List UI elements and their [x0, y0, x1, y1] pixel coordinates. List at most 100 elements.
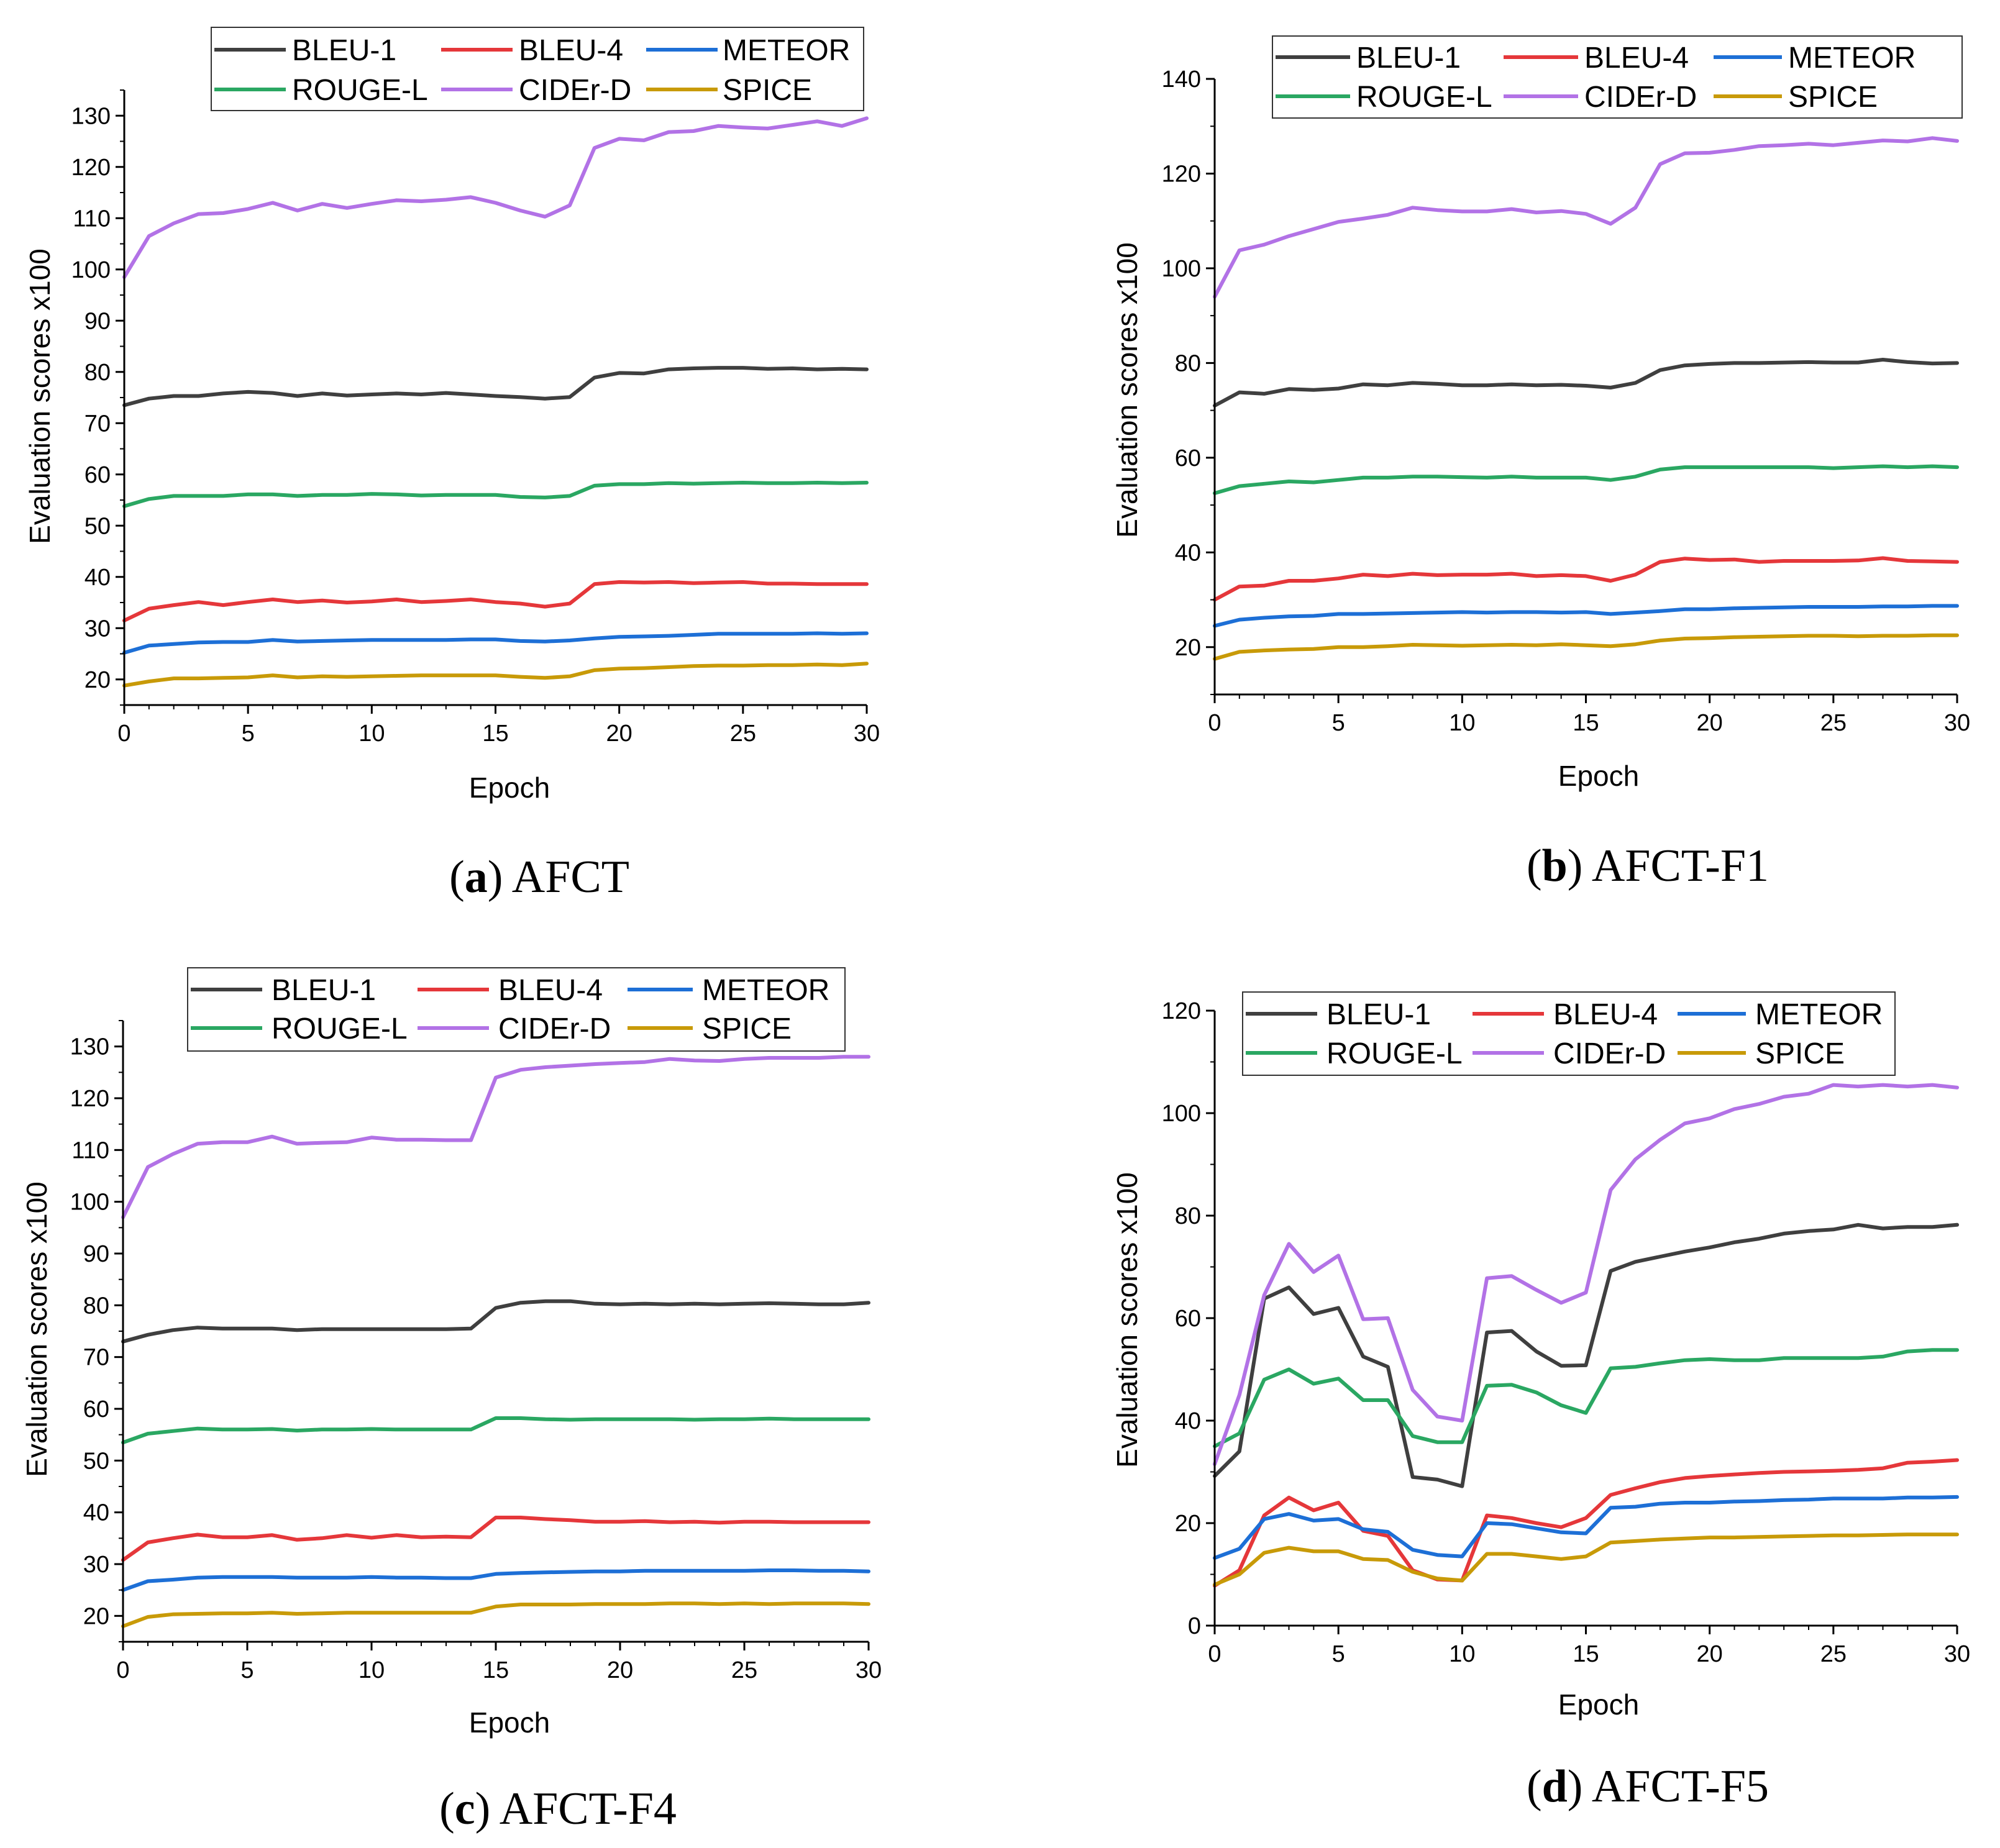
- panel-a-series-meteor: [122, 631, 869, 655]
- panel-b-x-tick-label-25: 25: [1820, 710, 1847, 736]
- panel-c-xlabel: Epoch: [469, 1706, 550, 1739]
- panel-d-ylabel: Evaluation scores x100: [1111, 1172, 1143, 1468]
- panel-c-y-tick-label-110: 110: [71, 1137, 109, 1163]
- panel-d-x-tick-label-15: 15: [1573, 1641, 1599, 1667]
- panel-d-xlabel: Epoch: [1558, 1688, 1639, 1721]
- panel-c-x-tick-label-0: 0: [116, 1657, 129, 1683]
- panel-a-caption-letter: a: [465, 852, 488, 903]
- panel-c-y-tick-label-60: 60: [83, 1396, 109, 1422]
- panel-d-series-rouge-l: [1213, 1348, 1959, 1449]
- panel-d-y-tick-label-100: 100: [1162, 1101, 1201, 1127]
- panel-b-x-tick-label-20: 20: [1697, 710, 1723, 736]
- panel-c-x-tick-label-5: 5: [240, 1657, 253, 1683]
- panel-a-y-tick-label-100: 100: [71, 257, 111, 283]
- panel-d-y-tick-label-40: 40: [1175, 1408, 1201, 1434]
- panel-d-legend-label-rouge-l: ROUGE-L: [1326, 1037, 1463, 1070]
- panel-c-x-tick-label-30: 30: [856, 1657, 882, 1683]
- panel-b-legend-label-bleu-4: BLEU-4: [1584, 42, 1689, 75]
- panel-a-legend-label-bleu-4: BLEU-4: [519, 34, 623, 67]
- panel-d-x-tick-label-0: 0: [1208, 1641, 1221, 1667]
- panel-c-legend-label-cider-d: CIDEr-D: [498, 1013, 611, 1045]
- panel-a-series-lines: [122, 116, 869, 688]
- panel-b-legend-label-meteor: METEOR: [1788, 42, 1916, 75]
- panel-b-caption: (b) AFCT-F1: [1527, 840, 1769, 891]
- panel-a-y-tick-label-90: 90: [84, 308, 111, 334]
- panel-d-caption: (d) AFCT-F5: [1527, 1761, 1769, 1812]
- panel-d-x-tick-label-10: 10: [1449, 1641, 1475, 1667]
- panel-d-axes: 0 5 10 15 20 25 30 0 20 40 60 80 100 120: [1162, 998, 1971, 1667]
- panel-d-legend-label-meteor: METEOR: [1755, 998, 1883, 1031]
- panel-c-y-tick-label-40: 40: [83, 1500, 109, 1526]
- panel-c-series-bleu-1: [121, 1299, 870, 1344]
- panel-c-y-tick-label-80: 80: [83, 1293, 109, 1319]
- panel-d-y-tick-label-80: 80: [1175, 1203, 1201, 1229]
- panel-b-y-tick-label-140: 140: [1162, 66, 1201, 93]
- panel-d: 0 5 10 15 20 25 30 0 20 40 60 80 100 120 Epoch Evalua…: [1111, 991, 1971, 1812]
- panel-a-ylabel: Evaluation scores x100: [24, 248, 56, 544]
- panel-b-x-tick-label-0: 0: [1208, 710, 1221, 736]
- panel-a-caption-title: AFCT: [512, 852, 629, 903]
- panel-a-y-tick-label-50: 50: [84, 513, 111, 539]
- panel-c-y-tick-label-100: 100: [70, 1190, 109, 1216]
- panel-c-legend: BLEU-1 BLEU-4 METEOR ROUGE-L CIDEr-D SPI…: [187, 967, 846, 1052]
- panel-b-legend-label-cider-d: CIDEr-D: [1584, 81, 1697, 114]
- panel-d-series-bleu-1: [1213, 1222, 1959, 1488]
- panel-d-legend: BLEU-1 BLEU-4 METEOR ROUGE-L CIDEr-D SPI…: [1242, 991, 1896, 1076]
- panel-d-legend-label-bleu-4: BLEU-4: [1553, 998, 1658, 1031]
- panel-a-x-tick-label-25: 25: [730, 721, 756, 747]
- panel-c-legend-label-rouge-l: ROUGE-L: [272, 1013, 408, 1045]
- panel-d-x-tick-label-25: 25: [1820, 1641, 1847, 1667]
- panel-c-ylabel: Evaluation scores x100: [21, 1181, 53, 1477]
- panel-b-axes: 0 5 10 15 20 25 30 20 40 60 80 100 120 140: [1162, 66, 1971, 736]
- panel-b-legend-label-bleu-1: BLEU-1: [1356, 42, 1461, 75]
- panel-a-x-tick-label-0: 0: [117, 721, 130, 747]
- panel-a-legend-label-bleu-1: BLEU-1: [292, 34, 396, 67]
- panel-a-y-tick-label-120: 120: [71, 155, 111, 181]
- panel-c-x-tick-label-25: 25: [731, 1657, 757, 1683]
- panel-a-y-tick-label-60: 60: [84, 462, 111, 488]
- panel-c-caption-letter: c: [455, 1783, 475, 1834]
- panel-c-y-tick-label-90: 90: [83, 1241, 109, 1267]
- panel-b-x-tick-label-5: 5: [1332, 710, 1345, 736]
- panel-d-x-tick-label-20: 20: [1697, 1641, 1723, 1667]
- panel-a-caption: (a) AFCT: [449, 852, 629, 903]
- panel-b-y-tick-label-20: 20: [1175, 635, 1201, 661]
- panel-b-y-tick-label-40: 40: [1175, 540, 1201, 566]
- panel-b-legend-box: [1272, 35, 1963, 119]
- panel-b-caption-letter: b: [1542, 840, 1568, 891]
- panel-c-x-tick-label-20: 20: [607, 1657, 633, 1683]
- panel-a-series-rouge-l: [122, 481, 869, 508]
- panel-c-series-lines: [121, 1055, 870, 1628]
- panel-d-legend-box: [1242, 991, 1896, 1076]
- panel-a-legend: BLEU-1 BLEU-4 METEOR ROUGE-L CIDEr-D SPI…: [211, 27, 864, 111]
- panel-c-legend-label-meteor: METEOR: [702, 974, 829, 1007]
- panel-a-x-tick-label-20: 20: [606, 721, 632, 747]
- panel-c-series-spice: [121, 1601, 870, 1628]
- panel-d-legend-label-cider-d: CIDEr-D: [1553, 1037, 1666, 1070]
- panel-c-y-tick-label-30: 30: [83, 1552, 109, 1578]
- panel-a-series-bleu-1: [122, 366, 869, 407]
- panel-d-x-tick-label-5: 5: [1332, 1641, 1345, 1667]
- panel-a-y-tick-label-40: 40: [84, 565, 111, 591]
- panel-b-legend-label-spice: SPICE: [1788, 81, 1878, 114]
- panel-a-legend-box: [211, 27, 864, 111]
- panel-b-y-tick-label-100: 100: [1162, 256, 1201, 282]
- panel-b-xlabel: Epoch: [1558, 760, 1639, 792]
- panel-a-y-tick-label-70: 70: [84, 411, 111, 437]
- panel-b-series-meteor: [1213, 604, 1959, 628]
- panel-b-x-tick-label-15: 15: [1573, 710, 1599, 736]
- panel-c-y-tick-label-120: 120: [70, 1086, 109, 1112]
- panel-a-y-tick-label-20: 20: [84, 667, 111, 693]
- panel-a-legend-label-rouge-l: ROUGE-L: [292, 74, 428, 107]
- panel-a-x-tick-label-10: 10: [358, 721, 385, 747]
- panel-b-series-bleu-1: [1213, 358, 1959, 407]
- panel-d-caption-letter: d: [1542, 1761, 1568, 1812]
- panel-d-y-tick-label-0: 0: [1188, 1613, 1201, 1639]
- panel-c-legend-box: [187, 967, 846, 1052]
- panel-d-x-tick-label-30: 30: [1944, 1641, 1970, 1667]
- panel-c-series-bleu-4: [121, 1516, 870, 1562]
- panel-c-series-cider-d: [121, 1055, 870, 1219]
- panel-a-series-spice: [122, 662, 869, 688]
- panel-a-x-tick-label-5: 5: [242, 721, 255, 747]
